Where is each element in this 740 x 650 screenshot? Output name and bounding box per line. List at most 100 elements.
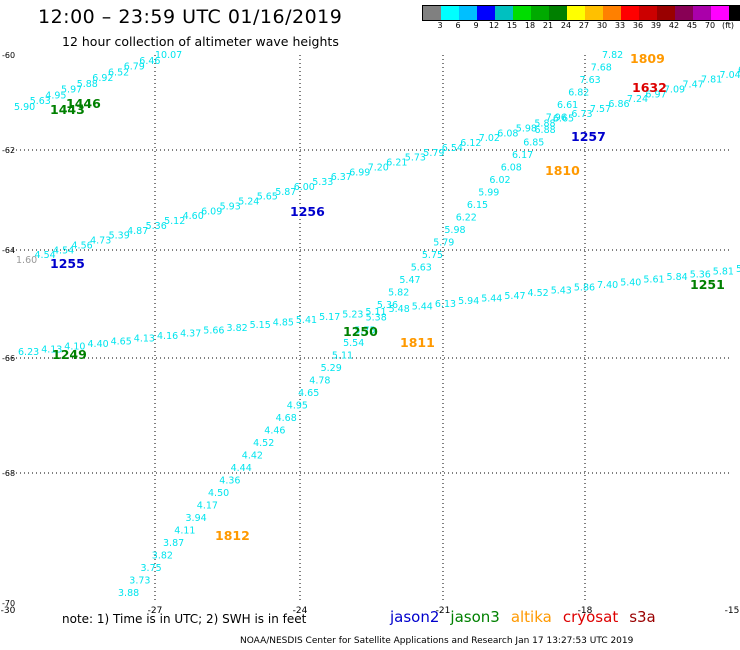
wave-height-value: 4.37 [180,328,201,339]
wave-height-value: 6.15 [467,200,488,211]
pass-time-label: 1443 [50,102,85,117]
satellite-s3a: s3a [629,608,656,626]
legend-swatch [585,6,603,20]
pass-time-label: 1446 [66,96,101,111]
legend-label: 15 [506,21,518,30]
legend-swatch [477,6,495,20]
longitude-label: -18 [578,606,593,616]
pass-time-label: 1257 [571,129,606,144]
wave-height-value: 6.79 [124,62,145,73]
wave-height-value: 3.82 [227,323,248,334]
wave-height-value: 6.08 [497,128,518,139]
satellite-cryosat: cryosat [562,608,619,626]
wave-height-value: 5.48 [389,304,410,315]
legend-swatch [675,6,693,20]
legend-label: 9 [473,21,479,30]
pass-time-label: 1809 [630,51,665,66]
wave-height-value: 6.61 [557,100,578,111]
color-scale-legend [422,5,740,21]
map-subtitle: 12 hour collection of altimeter wave hei… [62,34,339,49]
longitude-label: -30 [1,606,16,616]
legend-swatch [621,6,639,20]
wave-height-value: 7.20 [368,162,389,173]
wave-height-value: 7.68 [591,63,612,74]
legend-swatch [441,6,459,20]
wave-height-value: 4.11 [174,525,195,536]
wave-height-value: 6.65 [553,114,574,125]
wave-height-value: 4.40 [88,339,109,350]
latitude-label: -66 [2,354,15,363]
legend-swatch [531,6,549,20]
wave-height-value: 5.11 [365,307,386,318]
satellite-legend: jason2 jason3 altika cryosat s3a [390,608,667,626]
latitude-label: -62 [2,146,15,155]
wave-height-value: 4.85 [273,318,294,329]
latitude-label: -60 [2,51,15,60]
legend-label: 3 [437,21,443,30]
pass-time-label: 1255 [50,256,85,271]
wave-height-value: 5.44 [481,294,502,305]
wave-height-value: 5.63 [411,263,432,274]
legend-swatch [639,6,657,20]
legend-swatch [711,6,729,20]
wave-height-value: 5.90 [14,102,35,113]
wave-height-value: 6.02 [489,175,510,186]
wave-height-value: 5.81 [713,267,734,278]
legend-swatch [657,6,675,20]
legend-label: 27 [578,21,590,30]
wave-height-value: 6.46 [139,56,160,67]
wave-height-value: 6.7 [738,65,740,76]
wave-height-value: 5.44 [412,302,433,313]
wave-height-value: 5.23 [342,310,363,321]
wave-height-value: 5.84 [667,272,688,283]
wave-height-value: 5.98 [444,225,465,236]
wave-height-value: 4.65 [111,336,132,347]
wave-height-value: 7.24 [627,94,648,105]
wave-height-value: 4.87 [127,226,148,237]
wave-height-value: 6.99 [349,167,370,178]
legend-label: 12 [488,21,500,30]
legend-label: 18 [524,21,536,30]
legend-label: 42 [668,21,680,30]
wave-height-value: 5.82 [388,288,409,299]
legend-swatch [549,6,567,20]
wave-height-value: 3.82 [152,551,173,562]
wave-height-value: 5.12 [164,216,185,227]
wave-height-value: 5.40 [620,277,641,288]
wave-height-value: 7.82 [602,50,623,61]
wave-height-value: 6.97 [645,89,666,100]
wave-height-value: 5.36 [377,300,398,311]
wave-height-value: 7.09 [664,85,685,96]
footer-note: note: 1) Time is in UTC; 2) SWH is in fe… [62,612,307,626]
wave-height-value: 5.88 [77,79,98,90]
legend-label: 45 [686,21,698,30]
wave-height-value: 4.56 [72,240,93,251]
wave-height-value: 6.88 [535,125,556,136]
wave-height-value: 5.11 [332,350,353,361]
legend-label: 33 [614,21,626,30]
wave-height-value: 4.13 [41,344,62,355]
wave-height-value: 5.99 [478,188,499,199]
wave-height-value: 5.79 [423,148,444,159]
wave-height-value: 5.94 [458,296,479,307]
legend-label: 30 [596,21,608,30]
legend-swatch [603,6,621,20]
wave-height-value: 4.42 [242,450,263,461]
wave-height-value: 5.36 [690,269,711,280]
pass-time-label: 1251 [690,277,725,292]
pass-time-label: 1810 [545,163,580,178]
wave-height-value: 5.33 [312,177,333,188]
wave-height-value: 5.47 [504,291,525,302]
wave-height-value: 4.36 [219,475,240,486]
pass-time-label: 1812 [215,528,250,543]
wave-height-value: 6.17 [512,150,533,161]
wave-height-value: 5.63 [30,96,51,107]
wave-height-value: 6.13 [435,299,456,310]
wave-height-value: 1.60 [16,255,37,266]
wave-height-value: 5.43 [551,285,572,296]
wave-height-value: 5.79 [433,238,454,249]
wave-height-value: 5.73 [405,153,426,164]
legend-label: 36 [632,21,644,30]
satellite-altika: altika [510,608,552,626]
